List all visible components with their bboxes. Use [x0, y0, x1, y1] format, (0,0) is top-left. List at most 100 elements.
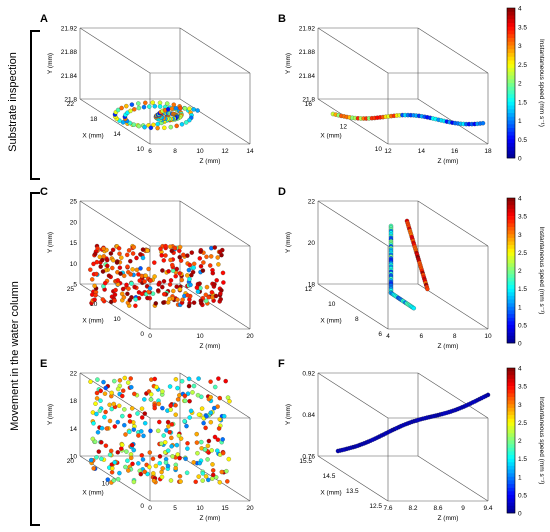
colorbar-segment [507, 328, 515, 333]
colorbar-segment [507, 422, 515, 427]
panel-c-point [163, 243, 168, 249]
colorbar-segment [507, 429, 515, 434]
panel-e-ztick: 20 [246, 505, 254, 512]
panel-e-point [206, 477, 211, 483]
panel-e-point [221, 413, 227, 419]
panel-e-point [166, 424, 171, 429]
panel-b-xlabel: X (mm) [320, 133, 341, 140]
colorbar-segment [507, 382, 515, 387]
panel-d-ylabel: Y (mm) [285, 232, 292, 253]
colorbar-segment [507, 79, 515, 84]
panel-e-point [119, 446, 124, 451]
panel-e-point [178, 479, 183, 484]
panel-c-point [161, 300, 166, 305]
panel-e-point [206, 438, 212, 444]
panel-a-point [168, 124, 174, 130]
panel-e-point [154, 384, 159, 390]
panel-b-ytick: 21.88 [299, 49, 316, 56]
panel-e-point [182, 398, 188, 404]
colorbar-outline [506, 197, 516, 344]
colorbar-segment [507, 71, 515, 76]
panel-a-ztick: 8 [173, 148, 177, 155]
panel-e-point [157, 460, 163, 466]
panel-d-xtick: 6 [378, 331, 382, 338]
panel-a-point [157, 100, 163, 106]
panel-c-point [137, 278, 142, 283]
panel-e-point [196, 412, 202, 417]
panel-a-point [120, 120, 126, 125]
colorbar-segment [507, 397, 515, 401]
panel-e-point [142, 397, 147, 402]
panel-c-point [161, 258, 167, 263]
panel-c-point [185, 273, 190, 278]
panel-c-point [175, 297, 180, 302]
panel-e-point [138, 471, 144, 477]
panel-c-point [179, 277, 185, 283]
panel-c-point [163, 253, 168, 258]
colorbar-segment [507, 440, 515, 445]
panel-e-point [156, 401, 162, 407]
panel-c-point [105, 263, 110, 269]
panel-c-point [117, 265, 123, 270]
panel-a-box [79, 27, 251, 145]
panel-f-xlabel: X (mm) [320, 490, 341, 497]
colorbar-1 [506, 7, 516, 159]
panel-b-xtick: 16 [305, 101, 313, 108]
panel-e-point [193, 479, 198, 485]
panel-c-point [128, 258, 133, 264]
panel-e-point [187, 415, 192, 420]
colorbar-outline [506, 367, 516, 514]
panel-e-point [104, 426, 110, 431]
panel-b-xtick: 10 [375, 146, 383, 153]
panel-c-point [207, 263, 213, 268]
panel-e-point [159, 474, 165, 480]
panel-e-point [94, 396, 100, 401]
panel-a-ylabel: Y (mm) [47, 53, 54, 74]
colorbar-segment [507, 101, 515, 106]
colorbar-segment [507, 234, 515, 239]
colorbar-segment [507, 277, 515, 282]
panel-c-point [94, 271, 99, 277]
panel-e-point [151, 478, 157, 484]
panel-d-ztick: 8 [453, 333, 457, 340]
panel-e-point [182, 393, 188, 399]
panel-c-point [200, 268, 206, 273]
panel-c-point [161, 291, 167, 297]
colorbar-segment [507, 306, 515, 311]
panel-c-point [198, 249, 203, 254]
panel-e-xtick: 20 [67, 458, 75, 465]
panel-c-point [203, 298, 209, 304]
colorbar-segment [507, 378, 515, 383]
colorbar-segment [507, 444, 515, 449]
panel-c-point [133, 297, 138, 302]
colorbar-segment [507, 314, 515, 318]
panel-e-point [107, 402, 112, 408]
colorbar-segment [507, 491, 515, 496]
panel-e-point [167, 429, 172, 435]
panel-a-point [157, 104, 163, 109]
panel-c-point [126, 286, 131, 291]
colorbar-segment [507, 256, 515, 260]
colorbar-tick: 0.5 [518, 137, 527, 144]
panel-e-point [165, 419, 171, 425]
panel-c-point [112, 298, 117, 303]
panel-d-ztick: 4 [386, 333, 390, 340]
panel-c-point [189, 272, 194, 278]
panel-e-point [111, 478, 117, 483]
panel-d-zlabel: Z (mm) [438, 343, 459, 350]
panel-e-letter: E [40, 358, 47, 370]
panel-e-point [129, 384, 134, 390]
panel-e-point [169, 422, 175, 427]
panel-a-point [187, 106, 192, 111]
colorbar-segment [507, 198, 515, 202]
panel-e-point [183, 456, 188, 462]
colorbar-segment [507, 484, 515, 488]
panel-a-point [155, 121, 161, 127]
panel-e-point [93, 401, 98, 406]
panel-e-point [210, 476, 215, 481]
colorbar-segment [507, 143, 515, 148]
panel-e-point [92, 439, 98, 445]
colorbar-segment [507, 480, 515, 485]
colorbar-tick: 1.5 [518, 456, 527, 463]
colorbar-segment [507, 274, 515, 279]
